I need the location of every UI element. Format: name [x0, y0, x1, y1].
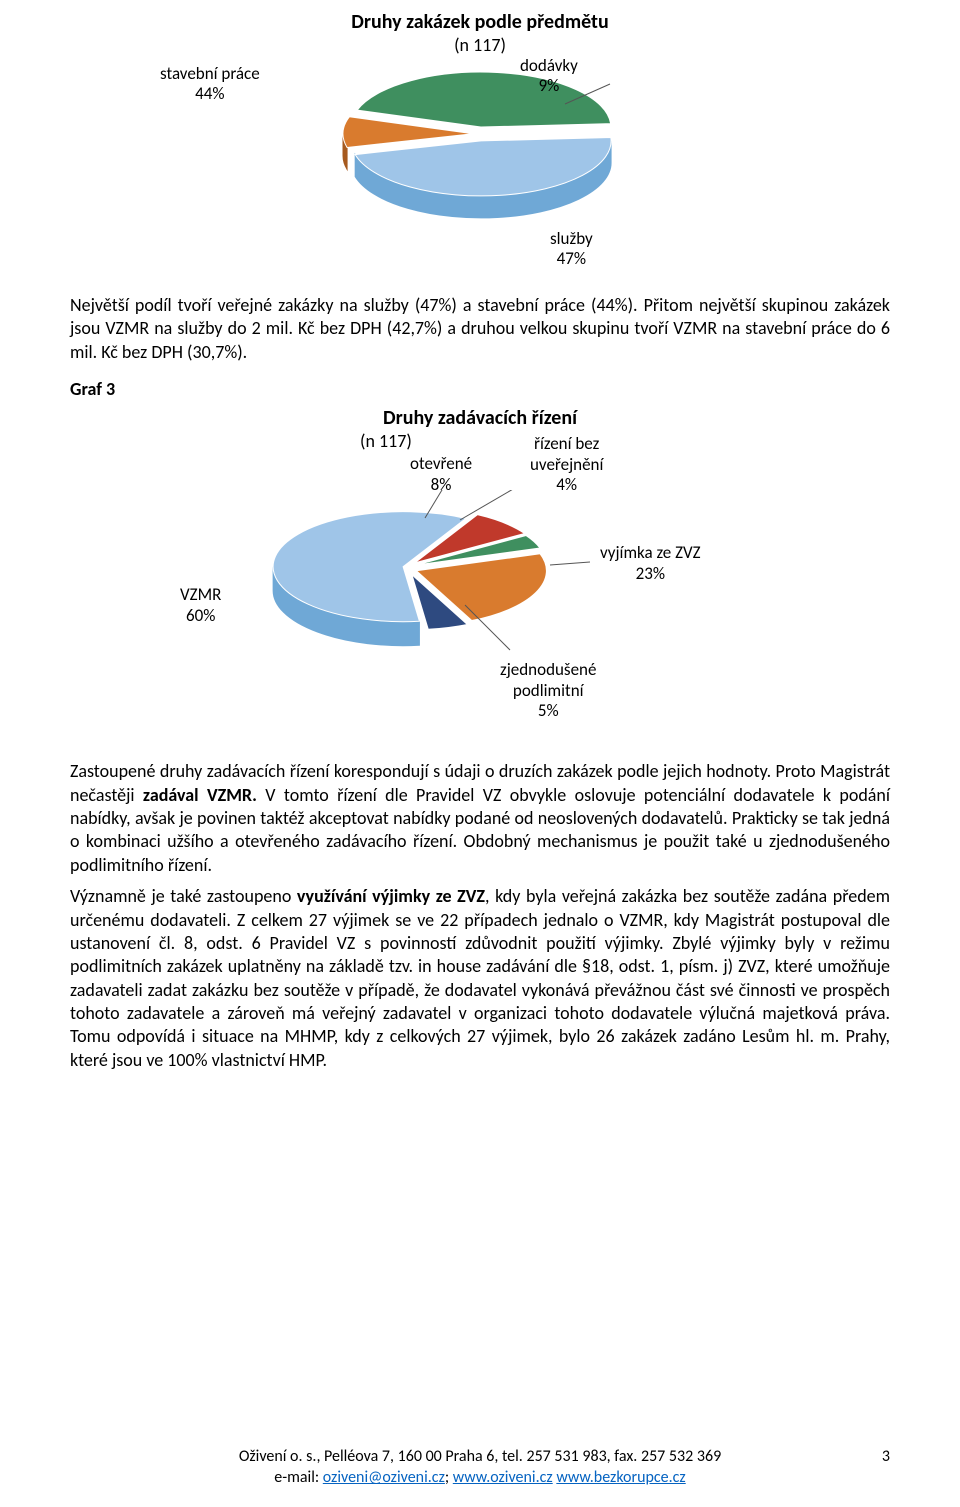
label-stavebni: stavební práce 44%: [160, 64, 260, 105]
footer-email-link[interactable]: oziveni@oziveni.cz: [323, 1468, 445, 1487]
label-otevrene: otevřené 8%: [410, 454, 472, 495]
page-number: 3: [882, 1446, 890, 1468]
chart2-container: (n 117) otevřené 8% řízení bez uveřejněn…: [180, 430, 780, 740]
page-footer: 3 Oživení o. s., Pelléova 7, 160 00 Prah…: [70, 1446, 890, 1489]
chart1-subtitle: (n 117): [70, 34, 890, 56]
label-rizeni-bez: řízení bez uveřejnění 4%: [530, 434, 603, 495]
paragraph-1: Největší podíl tvoří veřejné zakázky na …: [70, 294, 890, 364]
label-dodavky: dodávky 9%: [520, 56, 578, 97]
pie-chart-1: [310, 64, 650, 234]
pie-chart-2: [250, 490, 590, 670]
label-vyjimka: vyjímka ze ZVZ 23%: [600, 543, 701, 584]
footer-url1-link[interactable]: www.oziveni.cz: [453, 1468, 553, 1487]
chart2-subtitle: (n 117): [360, 430, 412, 452]
paragraph-2: Zastoupené druhy zadávacích řízení kores…: [70, 760, 890, 877]
chart2-title: Druhy zadávacích řízení: [70, 406, 890, 430]
label-vzmr: VZMR 60%: [180, 585, 221, 626]
chart1-container: stavební práce 44% dodávky 9% služby 47%: [180, 64, 780, 274]
chart1-title: Druhy zakázek podle předmětu: [70, 10, 890, 34]
paragraph-3: Významně je také zastoupeno využívání vý…: [70, 885, 890, 1072]
footer-url2-link[interactable]: www.bezkorupce.cz: [556, 1468, 685, 1487]
label-sluzby: služby 47%: [550, 229, 593, 270]
graf3-heading: Graf 3: [70, 378, 890, 400]
